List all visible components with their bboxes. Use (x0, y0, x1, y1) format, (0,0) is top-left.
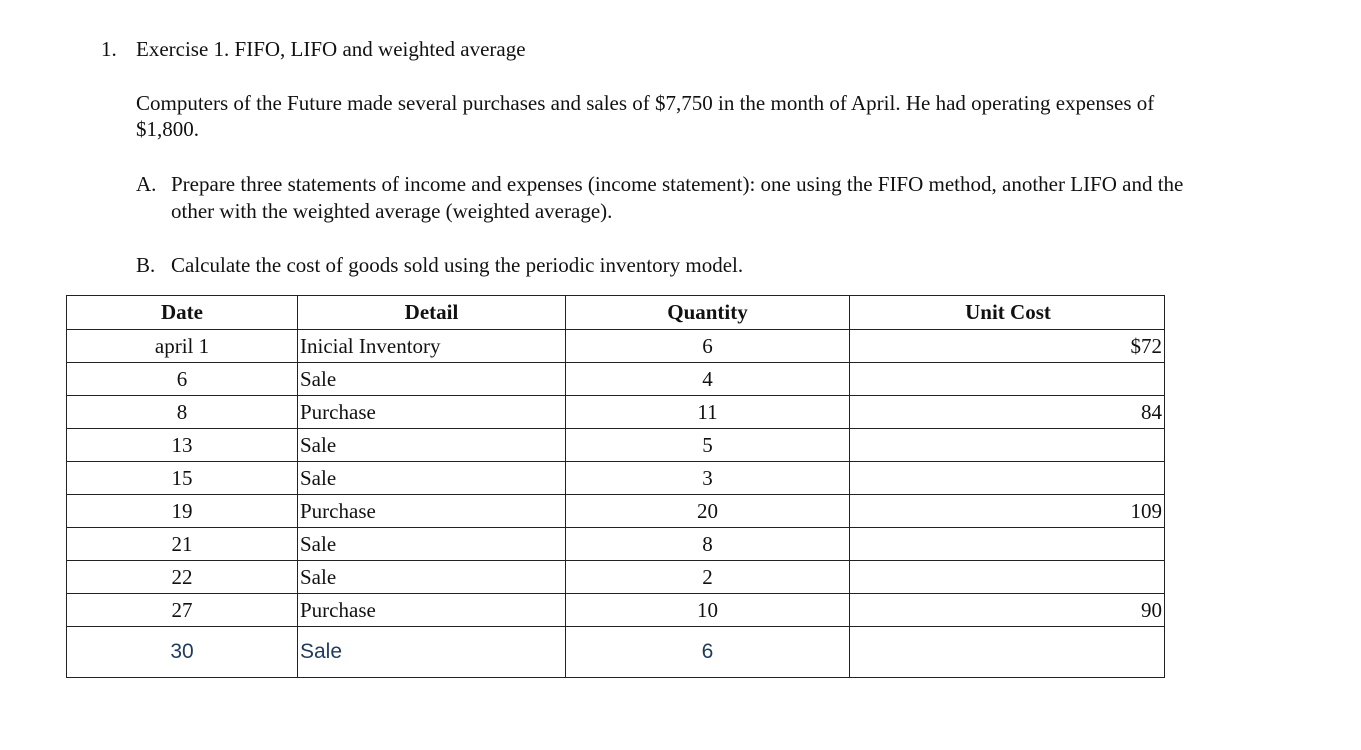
cell-date: 30 (67, 627, 298, 678)
cell-quantity: 10 (566, 594, 850, 627)
cell-detail: Sale (298, 627, 566, 678)
header-detail: Detail (298, 296, 566, 330)
cell-quantity: 3 (566, 462, 850, 495)
table-row: 15 Sale 3 (67, 462, 1165, 495)
cell-unit-cost (850, 627, 1165, 678)
cell-unit-cost (850, 462, 1165, 495)
task-a-line-1: Prepare three statements of income and e… (171, 171, 1183, 197)
cell-unit-cost (850, 429, 1165, 462)
header-quantity: Quantity (566, 296, 850, 330)
exercise-title: Exercise 1. FIFO, LIFO and weighted aver… (136, 36, 526, 62)
cell-quantity: 5 (566, 429, 850, 462)
cell-detail: Inicial Inventory (298, 330, 566, 363)
table-row: 21 Sale 8 (67, 528, 1165, 561)
cell-date: april 1 (67, 330, 298, 363)
table-row: 6 Sale 4 (67, 363, 1165, 396)
intro-line-1: Computers of the Future made several pur… (136, 90, 1154, 116)
cell-date: 22 (67, 561, 298, 594)
cell-quantity: 6 (566, 330, 850, 363)
cell-detail: Purchase (298, 396, 566, 429)
task-b-marker: B. (136, 252, 155, 278)
cell-unit-cost: 109 (850, 495, 1165, 528)
table-row: 22 Sale 2 (67, 561, 1165, 594)
cell-unit-cost (850, 363, 1165, 396)
table-header-row: Date Detail Quantity Unit Cost (67, 296, 1165, 330)
table-row: 27 Purchase 10 90 (67, 594, 1165, 627)
cell-quantity: 8 (566, 528, 850, 561)
cell-detail: Sale (298, 429, 566, 462)
cell-date: 6 (67, 363, 298, 396)
exercise-number: 1. (101, 36, 117, 62)
cell-detail: Sale (298, 561, 566, 594)
header-date: Date (67, 296, 298, 330)
task-a-marker: A. (136, 171, 156, 197)
table-row: 8 Purchase 11 84 (67, 396, 1165, 429)
cell-date: 19 (67, 495, 298, 528)
cell-detail: Sale (298, 528, 566, 561)
cell-detail: Sale (298, 462, 566, 495)
cell-unit-cost: 90 (850, 594, 1165, 627)
table-row: 30 Sale 6 (67, 627, 1165, 678)
cell-date: 8 (67, 396, 298, 429)
task-a-line-2: other with the weighted average (weighte… (171, 198, 612, 224)
cell-detail: Sale (298, 363, 566, 396)
cell-unit-cost (850, 561, 1165, 594)
cell-detail: Purchase (298, 495, 566, 528)
cell-quantity: 20 (566, 495, 850, 528)
intro-line-2: $1,800. (136, 116, 199, 142)
cell-date: 21 (67, 528, 298, 561)
inventory-table: Date Detail Quantity Unit Cost april 1 I… (66, 295, 1165, 678)
cell-date: 27 (67, 594, 298, 627)
cell-quantity: 2 (566, 561, 850, 594)
cell-detail: Purchase (298, 594, 566, 627)
cell-quantity: 6 (566, 627, 850, 678)
cell-unit-cost: 84 (850, 396, 1165, 429)
table-row: 13 Sale 5 (67, 429, 1165, 462)
cell-quantity: 11 (566, 396, 850, 429)
cell-quantity: 4 (566, 363, 850, 396)
cell-date: 15 (67, 462, 298, 495)
task-b-line-1: Calculate the cost of goods sold using t… (171, 252, 743, 278)
table-row: april 1 Inicial Inventory 6 $72 (67, 330, 1165, 363)
header-unit-cost: Unit Cost (850, 296, 1165, 330)
cell-unit-cost (850, 528, 1165, 561)
cell-unit-cost: $72 (850, 330, 1165, 363)
table-row: 19 Purchase 20 109 (67, 495, 1165, 528)
cell-date: 13 (67, 429, 298, 462)
